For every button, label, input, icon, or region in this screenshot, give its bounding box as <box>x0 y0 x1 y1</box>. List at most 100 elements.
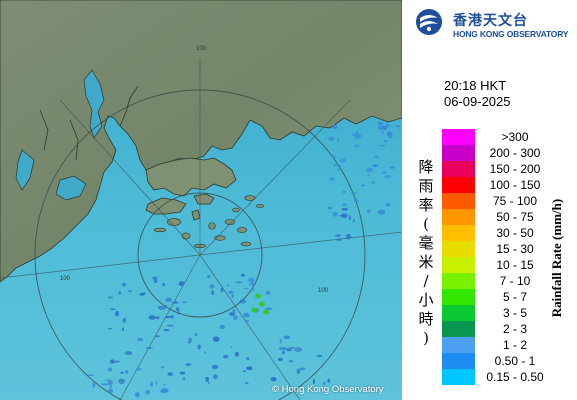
rain-echo <box>354 144 360 148</box>
rain-echo <box>164 304 167 308</box>
rain-echo <box>278 346 287 351</box>
rain-echo <box>279 338 282 344</box>
rain-echo <box>122 283 126 287</box>
rain-echo <box>312 379 316 385</box>
legend-label: 3 - 5 <box>502 306 527 320</box>
rain-echo <box>148 315 156 320</box>
legend-label: 2 - 3 <box>502 322 527 336</box>
legend-title-zh-char: / <box>423 272 429 290</box>
legend-label: 5 - 7 <box>502 290 527 304</box>
rain-echo <box>231 294 234 298</box>
rain-echo <box>351 192 358 195</box>
rain-echo <box>283 335 291 340</box>
rain-echo <box>157 306 161 309</box>
rain-echo <box>341 207 348 211</box>
rain-echo <box>353 198 359 203</box>
rain-echo <box>336 238 342 241</box>
rain-echo <box>164 316 172 319</box>
legend-label: 0.15 - 0.50 <box>486 370 544 384</box>
rain-echo <box>246 366 253 371</box>
legend-title-zh-char: 率 <box>418 196 434 214</box>
island <box>232 207 240 213</box>
rain-echo <box>209 284 215 289</box>
rain-echo <box>107 327 113 330</box>
rain-echo <box>351 133 357 137</box>
rain-echo <box>371 181 375 184</box>
rain-echo <box>289 360 293 363</box>
rain-echo <box>155 381 158 385</box>
rain-echo <box>234 281 243 284</box>
legend-title-zh: 降雨率(毫米 / 小時) <box>418 158 434 348</box>
rain-echo <box>270 377 277 382</box>
rain-echo <box>278 357 283 362</box>
legend-row: 150 - 200 <box>442 161 572 177</box>
rain-echo <box>337 137 340 142</box>
rain-echo <box>223 354 229 359</box>
legend-label: 75 - 100 <box>492 194 538 208</box>
legend-label: 150 - 200 <box>489 162 541 176</box>
hong-kong-territory <box>145 157 237 197</box>
rain-echo <box>92 382 96 388</box>
radar-map[interactable]: 100 100 100 © Hong Kong Observatory <box>0 0 402 400</box>
river-channel <box>39 85 139 161</box>
legend-row: 100 - 150 <box>442 177 572 193</box>
hk-island <box>193 193 215 205</box>
rain-echo <box>248 277 255 283</box>
rain-echo <box>327 206 333 210</box>
rain-echo <box>226 284 230 287</box>
legend-swatch <box>442 129 475 145</box>
legend-swatch <box>442 337 475 353</box>
legend-swatch <box>442 161 475 177</box>
rain-echo <box>230 346 233 348</box>
rain-echo <box>212 336 220 342</box>
hko-logo[interactable]: 香港天文台 HONG KONG OBSERVATORY <box>415 8 575 42</box>
rain-echo <box>332 155 336 159</box>
rain-echo <box>145 389 151 395</box>
legend-title-zh-char: 雨 <box>418 177 434 195</box>
rain-echo <box>337 168 340 171</box>
legend-label: 30 - 50 <box>496 226 534 240</box>
legend-row: 10 - 15 <box>442 257 572 273</box>
rain-echo <box>219 324 225 330</box>
rain-echo <box>220 287 224 293</box>
rain-echo <box>167 372 173 376</box>
rain-echo <box>381 126 388 130</box>
legend-swatch <box>442 305 475 321</box>
rain-echo <box>118 378 126 384</box>
rain-echo <box>245 382 249 385</box>
rain-echo <box>108 388 114 394</box>
rain-echo <box>385 202 391 207</box>
rain-echo <box>171 301 179 304</box>
rain-echo <box>137 337 144 342</box>
rain-echo <box>366 209 371 213</box>
rain-echo <box>333 211 338 217</box>
rain-echo <box>101 383 109 386</box>
rain-echo <box>246 357 250 361</box>
agency-name-en: HONG KONG OBSERVATORY <box>453 29 569 39</box>
islands <box>154 195 265 248</box>
rain-echo <box>145 347 153 349</box>
island <box>208 222 216 230</box>
legend-swatch <box>442 225 475 241</box>
rain-echo <box>232 308 236 315</box>
rain-echo <box>154 335 160 338</box>
rain-echo <box>289 346 296 349</box>
rain-echo <box>187 340 191 344</box>
legend-title-zh-char: 米 <box>418 253 434 271</box>
rain-echo <box>333 163 342 167</box>
rain-echo <box>124 351 133 355</box>
rain-echo <box>366 167 374 173</box>
rain-echo <box>160 366 165 369</box>
rain-echo <box>243 312 250 318</box>
legend-row: 0.15 - 0.50 <box>442 369 572 385</box>
radar-map-svg: 100 100 100 <box>0 0 402 400</box>
legend-row: 15 - 30 <box>442 241 572 257</box>
rain-echo <box>328 136 335 142</box>
island <box>236 227 248 233</box>
rain-echo <box>87 374 94 377</box>
rain-echo <box>128 290 133 293</box>
island <box>255 204 265 208</box>
rain-echo <box>377 121 384 126</box>
ring-label-top: 100 <box>196 46 207 52</box>
